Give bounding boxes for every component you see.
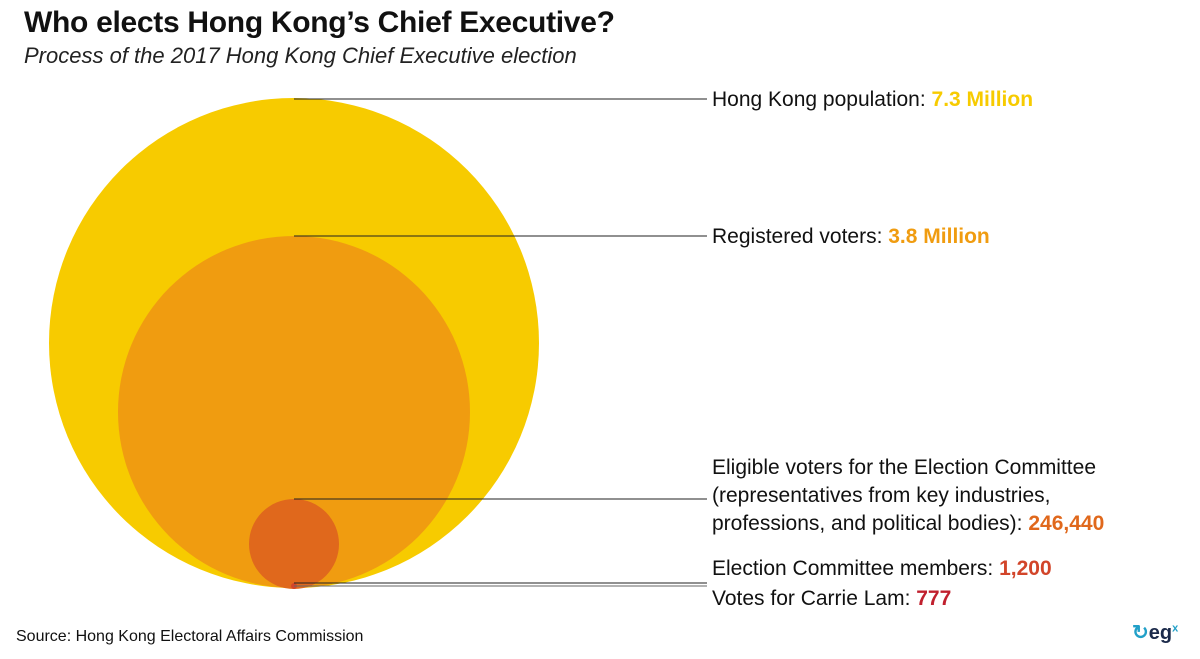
chart-title: Who elects Hong Kong’s Chief Executive? — [24, 6, 615, 39]
label-eligible: Eligible voters for the Election Committ… — [712, 456, 1105, 535]
label-votes: Votes for Carrie Lam: 777 — [712, 587, 952, 610]
circle-eligible-voters — [249, 499, 339, 589]
chart-subtitle: Process of the 2017 Hong Kong Chief Exec… — [24, 43, 577, 68]
logo: ↻egx — [1132, 622, 1179, 644]
label-population: Hong Kong population: 7.3 Million — [712, 88, 1034, 111]
label-registered: Registered voters: 3.8 Million — [712, 225, 990, 248]
circle-registered-voters — [118, 236, 470, 588]
source-note: Source: Hong Kong Electoral Affairs Comm… — [16, 628, 364, 645]
label-committee: Election Committee members: 1,200 — [712, 557, 1052, 580]
